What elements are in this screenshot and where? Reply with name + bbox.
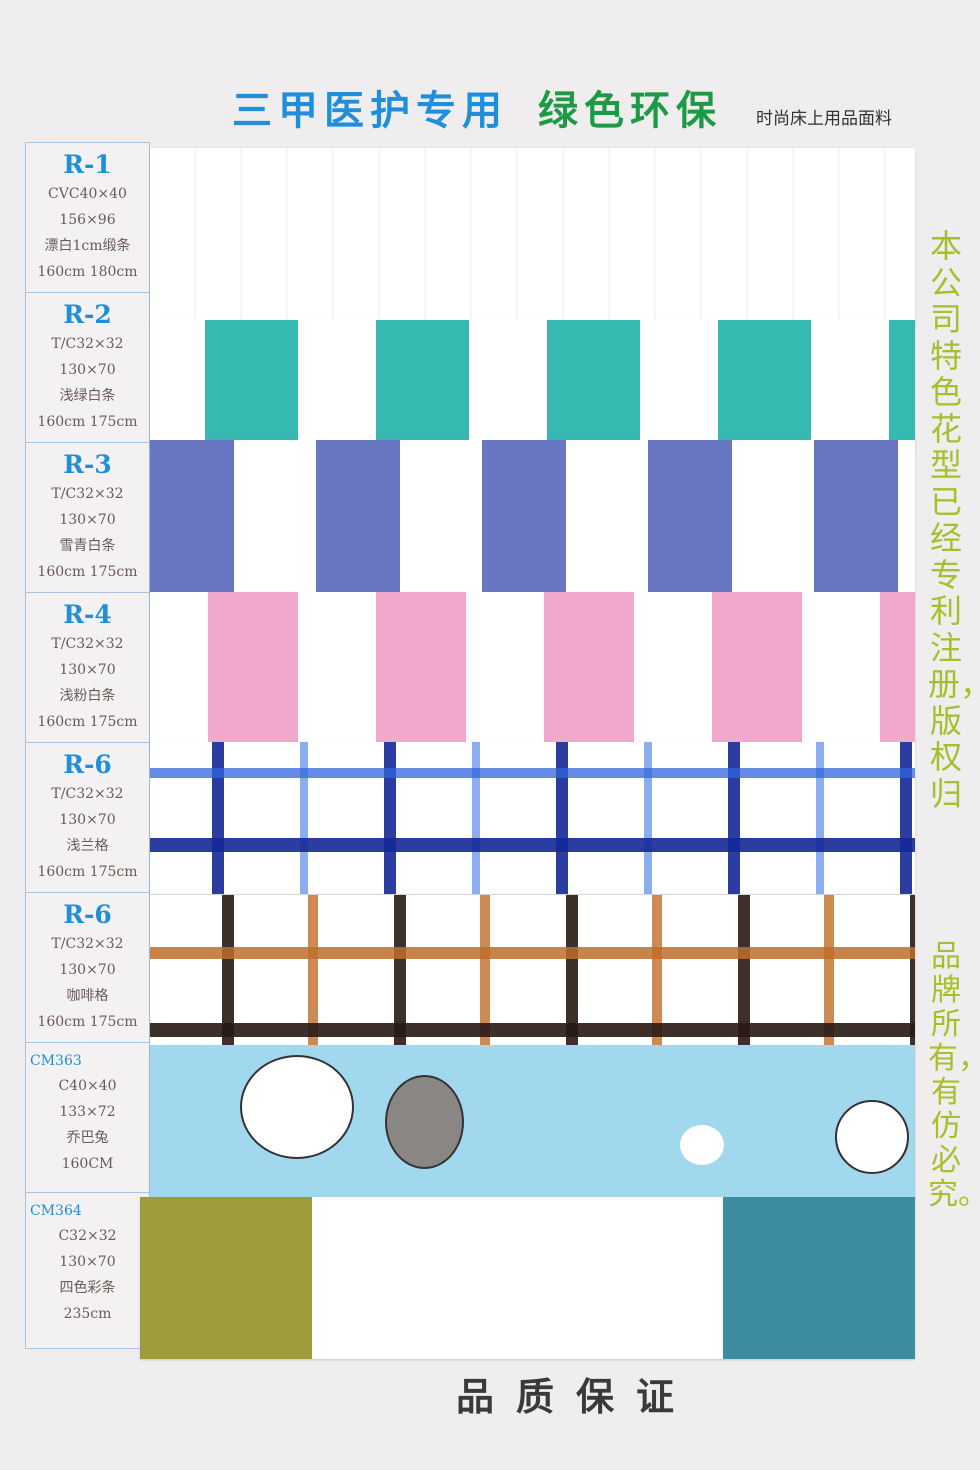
swatch-r4 xyxy=(150,592,915,747)
density: 130×70 xyxy=(59,662,116,678)
desc: 乔巴兔 xyxy=(66,1130,109,1146)
spec: T/C32×32 xyxy=(51,936,124,952)
width: 160cm 175cm xyxy=(37,1014,138,1030)
sample-code: CM364 xyxy=(30,1203,82,1219)
width: 160cm 175cm xyxy=(37,714,138,730)
spec: CVC40×40 xyxy=(48,186,127,202)
swatch-r2 xyxy=(150,320,915,450)
header-subtitle: 时尚床上用品面料 xyxy=(756,109,892,129)
spec-cell: R-2 T/C32×32 130×70 浅绿白条 160cm 175cm xyxy=(25,292,150,442)
spec: C32×32 xyxy=(58,1228,117,1244)
desc: 四色彩条 xyxy=(59,1280,116,1296)
header-title: 三甲医护专用 绿色环保 xyxy=(232,78,722,136)
desc: 浅绿白条 xyxy=(59,388,116,404)
desc: 雪青白条 xyxy=(59,538,116,554)
width: 160cm 180cm xyxy=(37,264,138,280)
spec-cell: R-1 CVC40×40 156×96 漂白1cm缎条 160cm 180cm xyxy=(25,142,150,292)
swatch-cm364-color-block xyxy=(140,1197,915,1359)
sample-code: CM363 xyxy=(30,1053,82,1069)
spec: T/C32×32 xyxy=(51,336,124,352)
spec-cell: R-6 T/C32×32 130×70 咖啡格 160cm 175cm xyxy=(25,892,150,1042)
swatch-r6-coffee-check xyxy=(150,895,915,1050)
density: 130×70 xyxy=(59,812,116,828)
copyright-notice-2: 品牌所有，有仿必究。 xyxy=(928,939,980,1212)
density: 130×70 xyxy=(59,512,116,528)
spec: T/C32×32 xyxy=(51,486,124,502)
bunny-figure xyxy=(240,1055,354,1159)
width: 160CM xyxy=(61,1156,114,1172)
sample-code: R-2 xyxy=(63,300,112,329)
spec-cell: R-3 T/C32×32 130×70 雪青白条 160cm 175cm xyxy=(25,442,150,592)
width: 160cm 175cm xyxy=(37,864,138,880)
desc: 漂白1cm缎条 xyxy=(44,238,131,254)
swatch-r6-blue-check xyxy=(150,742,915,894)
density: 130×70 xyxy=(59,962,116,978)
desc: 浅粉白条 xyxy=(59,688,116,704)
spec: C40×40 xyxy=(58,1078,117,1094)
sample-code: R-6 xyxy=(63,750,112,779)
spec-cell: CM363 C40×40 133×72 乔巴兔 160CM xyxy=(25,1042,150,1192)
spec-cell: R-4 T/C32×32 130×70 浅粉白条 160cm 175cm xyxy=(25,592,150,742)
width: 235cm xyxy=(63,1306,112,1322)
spec: T/C32×32 xyxy=(51,636,124,652)
title-medical: 三甲医护专用 xyxy=(232,88,508,134)
density: 156×96 xyxy=(59,212,116,228)
sample-code: R-6 xyxy=(63,900,112,929)
title-green: 绿色环保 xyxy=(538,88,722,134)
spec-cell: R-6 T/C32×32 130×70 浅兰格 160cm 175cm xyxy=(25,742,150,892)
swatch-r3 xyxy=(150,440,915,595)
quality-guarantee: 品质保证 xyxy=(456,1375,697,1419)
bear-figure xyxy=(385,1075,464,1169)
width: 160cm 175cm xyxy=(37,564,138,580)
density: 130×70 xyxy=(59,362,116,378)
density: 130×70 xyxy=(59,1254,116,1270)
spec-cell: CM364 C32×32 130×70 四色彩条 235cm xyxy=(25,1192,150,1349)
spec: T/C32×32 xyxy=(51,786,124,802)
sample-code: R-3 xyxy=(63,450,112,479)
spec-panel: R-1 CVC40×40 156×96 漂白1cm缎条 160cm 180cm R-2 T… xyxy=(25,142,150,1349)
flower-figure xyxy=(680,1125,724,1165)
desc: 咖啡格 xyxy=(66,988,109,1004)
sample-code: R-4 xyxy=(63,600,112,629)
copyright-notice-1: 本公司特色花型已经专利注册，版权归 xyxy=(928,227,980,813)
swatch-r1 xyxy=(150,148,915,326)
sample-code: R-1 xyxy=(63,150,112,179)
width: 160cm 175cm xyxy=(37,414,138,430)
swatch-cm363-cartoon xyxy=(150,1045,915,1200)
desc: 浅兰格 xyxy=(66,838,109,854)
cloud-figure xyxy=(835,1100,909,1174)
density: 133×72 xyxy=(59,1104,116,1120)
